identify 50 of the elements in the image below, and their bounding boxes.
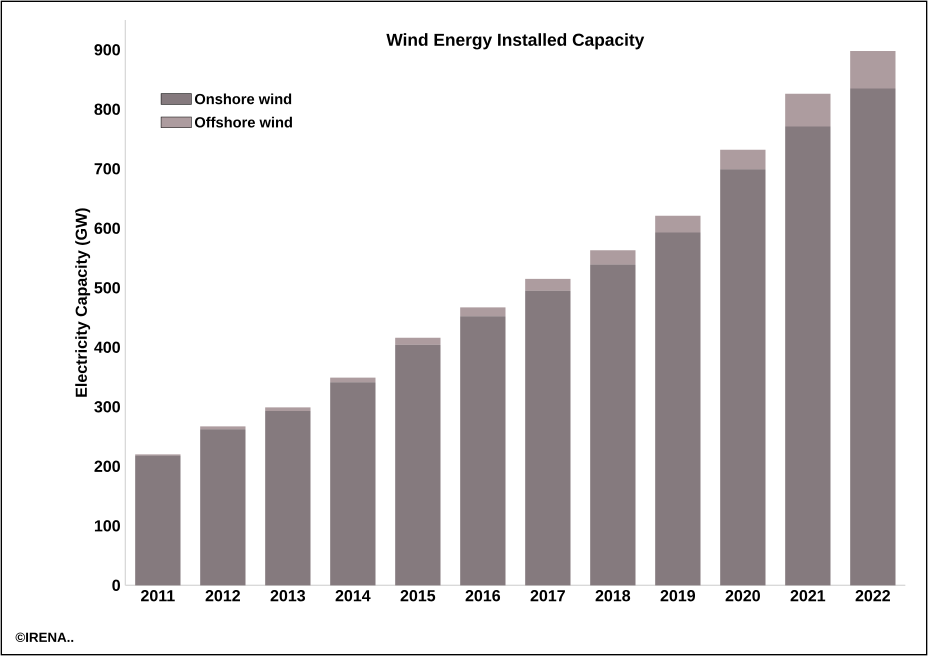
x-tick-label: 2022 bbox=[856, 590, 890, 602]
y-tick-label: 600 bbox=[94, 222, 120, 234]
bar bbox=[460, 307, 506, 316]
y-axis-title: Electricity Capacity (GW) bbox=[75, 208, 90, 397]
y-tick-label: 700 bbox=[94, 163, 120, 174]
y-tick-label: 800 bbox=[94, 104, 120, 115]
y-tick-label: 200 bbox=[94, 460, 120, 472]
x-tick-label: 2013 bbox=[270, 590, 306, 602]
y-tick-label: 300 bbox=[94, 401, 120, 412]
x-tick-label: 2015 bbox=[400, 590, 436, 602]
y-tick-label: 100 bbox=[94, 520, 120, 532]
bar bbox=[395, 338, 441, 345]
bar bbox=[330, 378, 376, 382]
legend-label: Onshore wind bbox=[194, 93, 292, 104]
x-tick-label: 2021 bbox=[790, 590, 826, 602]
bar bbox=[135, 456, 181, 586]
bar bbox=[720, 169, 766, 586]
bar bbox=[265, 407, 311, 411]
y-tick-label: 400 bbox=[94, 342, 120, 353]
bar bbox=[720, 150, 766, 170]
x-tick-label: 2020 bbox=[726, 590, 760, 602]
bar bbox=[525, 290, 571, 586]
bar bbox=[785, 94, 830, 127]
bar bbox=[265, 410, 311, 586]
x-tick-label: 2011 bbox=[141, 590, 175, 602]
bar bbox=[525, 278, 571, 291]
y-tick-label: 500 bbox=[94, 282, 120, 294]
bar bbox=[785, 126, 830, 586]
bar bbox=[590, 264, 636, 586]
text: Wind Energy Installed Capacity bbox=[386, 33, 644, 50]
bar bbox=[850, 50, 896, 88]
x-tick-label: 2014 bbox=[336, 590, 371, 602]
y-tick-label: 900 bbox=[94, 44, 120, 56]
x-tick-label: 2017 bbox=[530, 590, 565, 602]
bar bbox=[200, 426, 246, 430]
x-tick-label: 2016 bbox=[466, 590, 500, 602]
bar bbox=[590, 250, 636, 265]
bar bbox=[395, 344, 441, 586]
bar bbox=[330, 382, 376, 586]
x-tick-label: 2012 bbox=[206, 590, 240, 602]
bar bbox=[655, 216, 701, 232]
legend-label: Offshore wind bbox=[194, 116, 292, 128]
bar bbox=[655, 232, 701, 586]
text: ©IRENA.. bbox=[16, 632, 74, 642]
x-tick-label: 2019 bbox=[660, 590, 696, 602]
bar bbox=[460, 316, 506, 586]
bar bbox=[850, 88, 896, 586]
bar bbox=[200, 429, 246, 586]
x-tick-label: 2018 bbox=[596, 590, 630, 602]
y-tick-label: 0 bbox=[112, 580, 120, 591]
